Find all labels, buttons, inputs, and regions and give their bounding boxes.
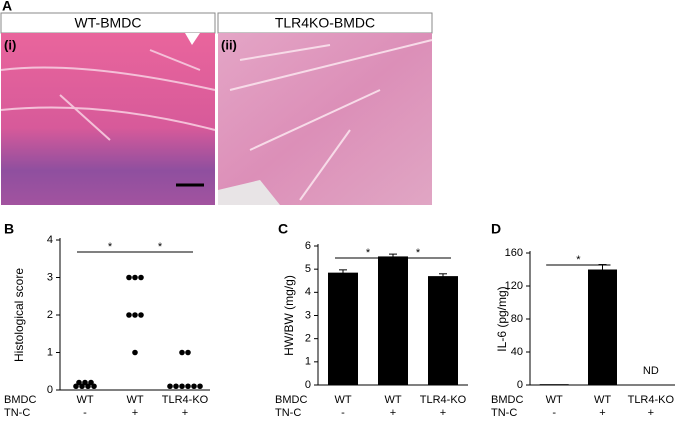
significance-label: * <box>158 241 163 253</box>
significance-label: * <box>416 247 421 259</box>
y-tick-label: 0 <box>517 379 523 391</box>
image-label: (ii) <box>221 37 237 52</box>
data-point <box>79 383 85 390</box>
data-point <box>88 379 94 386</box>
row-label: TN-C <box>491 407 517 419</box>
x-tick-label: WT <box>76 394 93 406</box>
x-tick-label: TLR4-KO <box>162 394 209 406</box>
x-tick-label: TLR4-KO <box>628 394 675 406</box>
y-tick-label: 1 <box>305 356 311 368</box>
image-title: WT-BMDC <box>75 15 142 31</box>
bar <box>539 384 569 386</box>
panel-letter: C <box>278 221 288 237</box>
significance-label: * <box>576 254 581 266</box>
data-point <box>173 383 179 390</box>
data-point <box>197 383 203 390</box>
y-tick-label: 80 <box>511 313 523 325</box>
y-axis-label: HW/BW (mg/g) <box>282 275 296 356</box>
y-tick-label: 160 <box>505 247 523 259</box>
value-label: ND <box>643 365 659 377</box>
treatment-label: - <box>552 407 556 419</box>
row-label: TN-C <box>4 407 30 419</box>
data-point <box>185 349 191 356</box>
treatment-label: + <box>599 407 605 419</box>
treatment-label: + <box>132 407 138 419</box>
tissue-texture <box>229 39 433 201</box>
y-tick-label: 5 <box>305 263 311 275</box>
data-point <box>138 312 144 318</box>
row-label: BMDC <box>275 394 307 406</box>
data-point <box>76 379 82 386</box>
significance-label: * <box>366 247 371 259</box>
data-point <box>126 312 132 318</box>
x-tick-label: WT <box>594 394 611 406</box>
bar <box>588 269 617 385</box>
tissue-texture <box>0 49 216 141</box>
row-label: BMDC <box>4 394 36 406</box>
tissue-gap <box>218 180 280 205</box>
y-axis-label: Histological score <box>12 268 26 362</box>
data-point <box>132 349 138 356</box>
x-tick-label: WT <box>126 394 143 406</box>
data-point <box>138 274 144 281</box>
y-axis-label: IL-6 (pg/mg) <box>495 286 509 351</box>
data-point <box>85 383 91 390</box>
tissue-gap <box>185 33 200 45</box>
bar <box>378 256 408 385</box>
y-tick-label: 120 <box>505 280 523 292</box>
row-label: TN-C <box>275 407 301 419</box>
treatment-label: + <box>648 407 654 419</box>
y-tick-label: 3 <box>305 309 311 321</box>
data-point <box>179 383 185 390</box>
x-tick-label: WT <box>334 394 351 406</box>
y-tick-label: 2 <box>305 333 311 345</box>
treatment-label: - <box>341 407 345 419</box>
x-tick-label: TLR4-KO <box>420 394 467 406</box>
y-tick-label: 1 <box>47 346 53 358</box>
y-tick-label: 0 <box>47 384 53 396</box>
histology-image <box>1 33 215 205</box>
treatment-label: + <box>440 407 446 419</box>
bar <box>428 276 458 385</box>
histology-image <box>218 33 432 205</box>
treatment-label: + <box>390 407 396 419</box>
data-point <box>132 312 138 318</box>
image-title: TLR4KO-BMDC <box>275 15 375 31</box>
treatment-label: - <box>83 407 87 419</box>
y-tick-label: 40 <box>511 346 523 358</box>
panel-letter: A <box>2 0 12 14</box>
y-tick-label: 0 <box>305 379 311 391</box>
data-point <box>191 383 197 390</box>
treatment-label: + <box>182 407 188 419</box>
y-tick-label: 4 <box>305 286 311 298</box>
bar <box>328 272 358 385</box>
y-tick-label: 2 <box>47 309 53 321</box>
x-tick-label: WT <box>546 394 563 406</box>
y-tick-label: 4 <box>47 234 53 246</box>
row-label: BMDC <box>491 394 523 406</box>
data-point <box>179 349 185 356</box>
panel-letter: B <box>4 221 14 237</box>
y-tick-label: 6 <box>305 240 311 252</box>
image-label: (i) <box>4 37 16 52</box>
data-point <box>91 383 97 390</box>
significance-label: * <box>108 241 113 253</box>
data-point <box>185 383 191 390</box>
y-tick-label: 3 <box>47 271 53 283</box>
data-point <box>73 383 79 390</box>
data-point <box>167 383 173 390</box>
data-point <box>132 274 138 281</box>
data-point <box>82 379 88 386</box>
panel-letter: D <box>491 221 501 237</box>
x-tick-label: WT <box>384 394 401 406</box>
data-point <box>126 274 132 281</box>
